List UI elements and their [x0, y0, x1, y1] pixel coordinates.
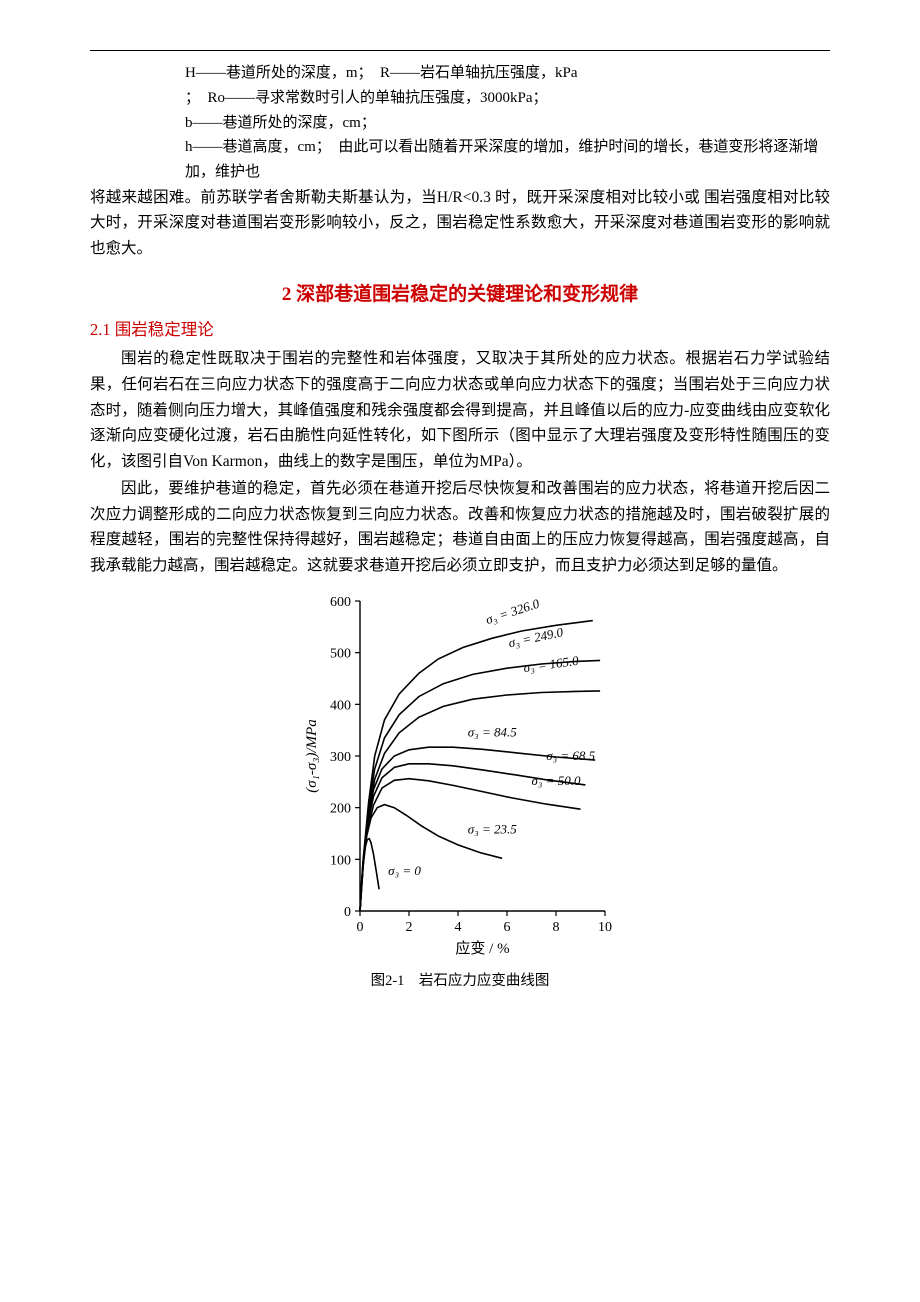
def-line: ； Ro——寻求常数时引人的单轴抗压强度，3000kPa； [185, 86, 830, 111]
def-line: H——巷道所处的深度，m； R——岩石单轴抗压强度，kPa [185, 61, 830, 86]
svg-text:σ₃ = 165.0: σ₃ = 165.0 [522, 652, 579, 675]
svg-text:500: 500 [330, 646, 351, 661]
svg-text:应变 / %: 应变 / % [455, 939, 509, 957]
stress-strain-chart: 02468100100200300400500600应变 / %(σ₁-σ₃)/… [295, 583, 625, 963]
svg-text:0: 0 [344, 905, 351, 920]
page-root: H——巷道所处的深度，m； R——岩石单轴抗压强度，kPa ； Ro——寻求常数… [0, 0, 920, 1030]
svg-text:σ₃ = 50.0: σ₃ = 50.0 [532, 772, 581, 787]
svg-text:300: 300 [330, 750, 351, 765]
svg-text:4: 4 [455, 920, 462, 935]
body-block: 围岩的稳定性既取决于围岩的完整性和岩体强度，又取决于其所处的应力状态。根据岩石力… [90, 346, 830, 578]
continuation-paragraph: 将越来越困难。前苏联学者舍斯勒夫斯基认为，当H/R<0.3 时，既开采深度相对比… [90, 185, 830, 262]
subsection-title: 2.1 围岩稳定理论 [90, 316, 830, 340]
figure-wrap: 02468100100200300400500600应变 / %(σ₁-σ₃)/… [90, 583, 830, 963]
figure-caption: 图2-1 岩石应力应变曲线图 [90, 969, 830, 990]
definitions: H——巷道所处的深度，m； R——岩石单轴抗压强度，kPa ； Ro——寻求常数… [90, 61, 830, 185]
svg-text:600: 600 [330, 595, 351, 610]
def-line: b——巷道所处的深度，cm； [185, 111, 830, 136]
svg-text:σ₃ = 326.0: σ₃ = 326.0 [484, 595, 542, 627]
top-rule [90, 50, 830, 51]
svg-text:100: 100 [330, 853, 351, 868]
def-line: h——巷道高度，cm； 由此可以看出随着开采深度的增加，维护时间的增长，巷道变形… [185, 135, 830, 185]
paragraph: 因此，要维护巷道的稳定，首先必须在巷道开挖后尽快恢复和改善围岩的应力状态，将巷道… [90, 476, 830, 578]
svg-text:σ₃ = 23.5: σ₃ = 23.5 [468, 821, 517, 836]
svg-text:6: 6 [504, 920, 511, 935]
svg-text:10: 10 [598, 920, 612, 935]
svg-text:200: 200 [330, 801, 351, 816]
svg-text:σ₃ = 0: σ₃ = 0 [388, 862, 421, 877]
svg-text:8: 8 [553, 920, 560, 935]
svg-text:σ₃ = 68.5: σ₃ = 68.5 [546, 748, 595, 763]
svg-text:2: 2 [406, 920, 413, 935]
section-title: 2 深部巷道围岩稳定的关键理论和变形规律 [90, 279, 830, 306]
svg-text:(σ₁-σ₃)/MPa: (σ₁-σ₃)/MPa [304, 719, 320, 793]
svg-text:σ₃ = 84.5: σ₃ = 84.5 [468, 724, 517, 739]
paragraph: 围岩的稳定性既取决于围岩的完整性和岩体强度，又取决于其所处的应力状态。根据岩石力… [90, 346, 830, 474]
svg-text:400: 400 [330, 698, 351, 713]
svg-text:0: 0 [357, 920, 364, 935]
